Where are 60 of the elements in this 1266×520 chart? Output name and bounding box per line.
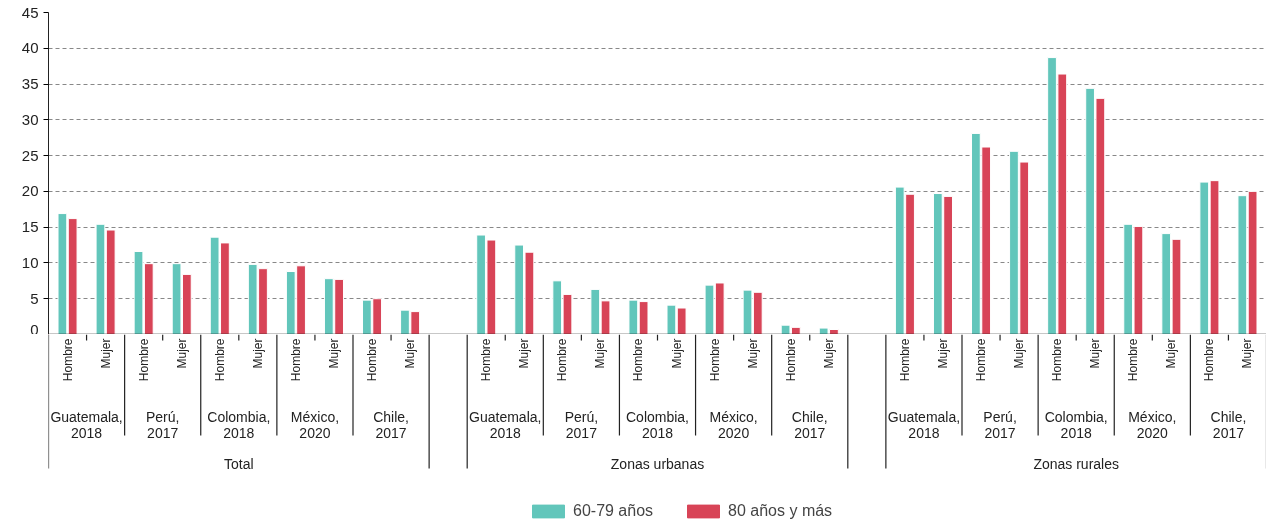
x-tick-label: Hombre xyxy=(288,338,303,382)
y-tick-label: 10 xyxy=(21,253,39,271)
x-tick-label: Mujer xyxy=(98,338,113,369)
text: Perú, 2017 xyxy=(145,408,180,441)
x-tick-label: Mujer xyxy=(517,338,532,369)
text: Chile, 2017 xyxy=(791,408,828,441)
y-tick-label: 0 xyxy=(30,320,39,338)
text: Zonas urbanas xyxy=(610,455,705,472)
y-tick-label: 15 xyxy=(21,218,39,236)
text: México, 2020 xyxy=(290,408,340,441)
text: Colombia, 2018 xyxy=(625,408,690,441)
x-tick-label: Mujer xyxy=(1240,338,1255,369)
x-tick-label: Hombre xyxy=(897,338,912,382)
x-tick-label: Mujer xyxy=(821,338,836,369)
x-tick-label: Hombre xyxy=(60,338,75,382)
x-tick-label: Mujer xyxy=(935,338,950,369)
x-tick-label: Hombre xyxy=(631,338,646,382)
text: Colombia, 2018 xyxy=(207,408,271,441)
x-tick-label: Hombre xyxy=(1050,338,1065,382)
text: Guatemala, 2018 xyxy=(887,408,961,441)
x-tick-label: Mujer xyxy=(174,338,189,369)
text: México, 2020 xyxy=(709,408,758,441)
y-tick-label: 40 xyxy=(21,39,39,57)
legend-label: 80 años y más xyxy=(728,502,833,520)
y-tick-label: 30 xyxy=(21,110,39,128)
x-tick-label: Mujer xyxy=(403,338,418,369)
x-tick-label: Hombre xyxy=(974,338,989,382)
x-tick-label: Mujer xyxy=(250,338,265,369)
x-tick-label: Hombre xyxy=(1202,338,1217,382)
y-tick-label: 5 xyxy=(30,289,39,307)
x-tick-label: Hombre xyxy=(212,338,227,382)
x-tick-label: Hombre xyxy=(136,338,151,382)
x-tick-label: Hombre xyxy=(707,338,722,382)
x-tick-label: Hombre xyxy=(783,338,798,382)
y-tick-label: 25 xyxy=(21,146,39,164)
y-tick-label: 20 xyxy=(21,182,39,200)
x-tick-label: Mujer xyxy=(1164,338,1179,369)
x-tick-label: Mujer xyxy=(1088,338,1103,369)
text: Total xyxy=(224,455,254,472)
x-tick-label: Hombre xyxy=(1126,338,1141,382)
x-tick-label: Hombre xyxy=(479,338,494,382)
text: Guatemala, 2018 xyxy=(50,408,123,441)
y-tick-label: 35 xyxy=(21,75,39,93)
x-tick-label: Mujer xyxy=(326,338,341,369)
text: Zonas rurales xyxy=(1033,455,1119,472)
text: Guatemala, 2018 xyxy=(469,408,542,441)
x-tick-label: Mujer xyxy=(593,338,608,369)
x-tick-label: Mujer xyxy=(745,338,760,369)
text: Perú, 2017 xyxy=(564,408,599,441)
text: México, 2020 xyxy=(1128,408,1177,441)
x-tick-label: Hombre xyxy=(555,338,570,382)
text: Colombia, 2018 xyxy=(1044,408,1108,441)
text: Chile, 2017 xyxy=(373,408,409,441)
x-tick-label: Mujer xyxy=(669,338,684,369)
text: Chile, 2017 xyxy=(1210,408,1247,441)
legend-label: 60-79 años xyxy=(573,502,654,520)
x-tick-label: Hombre xyxy=(365,338,380,382)
text: Perú, 2017 xyxy=(983,408,1017,441)
x-tick-label: Mujer xyxy=(1012,338,1027,369)
y-tick-label: 45 xyxy=(21,3,39,21)
